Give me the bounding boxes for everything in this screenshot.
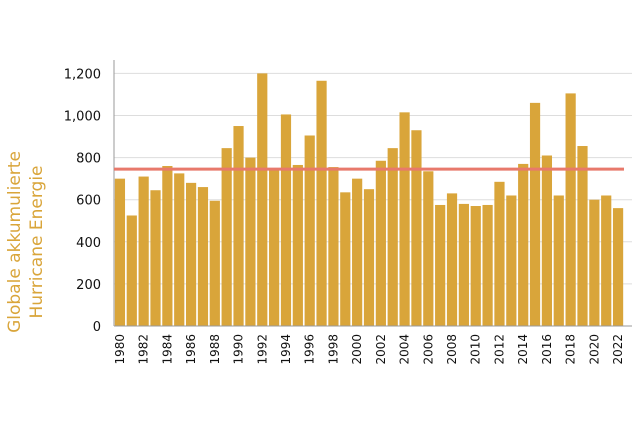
x-tick-label: 2022 bbox=[611, 334, 625, 365]
bar-1986 bbox=[185, 182, 197, 326]
y-tick-label: 1,200 bbox=[64, 67, 101, 82]
y-tick-label: 1,000 bbox=[64, 110, 101, 125]
y-tick-label: 0 bbox=[93, 320, 101, 335]
bar-2019 bbox=[577, 146, 588, 326]
x-tick-label: 2004 bbox=[398, 334, 412, 365]
y-tick-label: 200 bbox=[76, 278, 101, 293]
x-tick-label: 2012 bbox=[492, 334, 506, 365]
bars bbox=[114, 73, 624, 327]
bar-2003 bbox=[387, 148, 398, 326]
bar-2018 bbox=[565, 93, 576, 327]
bar-2013 bbox=[506, 195, 517, 326]
y-tick-labels: 0 200 400 600 800 1,000 1,200 bbox=[64, 67, 101, 335]
bar-2002 bbox=[375, 160, 386, 326]
bar-1990 bbox=[233, 126, 244, 326]
x-tick-label: 2006 bbox=[421, 334, 435, 365]
bar-1988 bbox=[209, 200, 220, 326]
bar-2005 bbox=[411, 130, 422, 326]
bar-2017 bbox=[553, 195, 564, 326]
bar-2010 bbox=[470, 206, 481, 326]
x-tick-label: 2016 bbox=[540, 334, 554, 365]
x-tick-label: 2014 bbox=[516, 334, 530, 365]
bar-1980 bbox=[114, 178, 126, 326]
bar-1984 bbox=[162, 166, 173, 326]
x-tick-label: 1984 bbox=[160, 334, 174, 365]
x-tick-label: 2020 bbox=[587, 334, 601, 365]
bar-1997 bbox=[316, 80, 327, 327]
axes bbox=[113, 60, 632, 327]
bar-2022 bbox=[612, 208, 624, 326]
bar-2001 bbox=[363, 189, 375, 326]
y-axis-title: Globale akkumulierte Hurricane Energie bbox=[5, 151, 47, 333]
y-axis-title-line-2: Hurricane Energie bbox=[27, 166, 47, 319]
bar-1998 bbox=[328, 167, 339, 326]
bar-2007 bbox=[435, 204, 446, 326]
x-tick-label: 1982 bbox=[137, 334, 151, 365]
x-tick-labels: 1980 1982 1984 1986 1988 1990 1992 1994 1996 1998… bbox=[113, 334, 625, 365]
x-tick-label: 1996 bbox=[303, 334, 317, 365]
x-tick-label: 2018 bbox=[564, 334, 578, 365]
x-tick-label: 1994 bbox=[279, 334, 293, 365]
x-tick-label: 2010 bbox=[469, 334, 483, 365]
bar-1987 bbox=[197, 187, 209, 326]
bar-1985 bbox=[174, 173, 185, 326]
x-tick-label: 2000 bbox=[350, 334, 364, 365]
bar-2004 bbox=[399, 112, 410, 326]
bar-2006 bbox=[423, 171, 434, 326]
x-tick-label: 2002 bbox=[374, 334, 388, 365]
bar-2021 bbox=[601, 195, 612, 326]
y-tick-label: 600 bbox=[76, 194, 101, 209]
x-tick-label: 1992 bbox=[255, 334, 269, 365]
y-axis-title-line-1: Globale akkumulierte bbox=[5, 151, 25, 333]
y-tick-label: 400 bbox=[76, 236, 101, 251]
bar-1999 bbox=[340, 192, 351, 326]
bar-1995 bbox=[292, 164, 303, 326]
bar-2008 bbox=[446, 193, 458, 326]
y-tick-label: 800 bbox=[76, 152, 101, 167]
bar-1996 bbox=[304, 135, 315, 326]
bar-2015 bbox=[529, 102, 541, 327]
bar-2000 bbox=[352, 178, 363, 326]
bar-2011 bbox=[482, 204, 493, 326]
bar-1981 bbox=[126, 215, 137, 326]
bar-2014 bbox=[518, 163, 529, 326]
bar-1982 bbox=[138, 176, 149, 326]
bar-1993 bbox=[269, 168, 280, 327]
bar-1989 bbox=[221, 148, 232, 326]
bar-2012 bbox=[494, 181, 505, 326]
bar-2016 bbox=[541, 155, 553, 326]
x-tick-label: 1988 bbox=[208, 334, 222, 365]
bar-1994 bbox=[280, 114, 292, 326]
bar-1991 bbox=[245, 157, 256, 326]
bar-1992 bbox=[257, 73, 268, 327]
x-tick-label: 2008 bbox=[445, 334, 459, 365]
bar-2009 bbox=[458, 203, 469, 326]
x-tick-label: 1990 bbox=[232, 334, 246, 365]
x-tick-label: 1986 bbox=[184, 334, 198, 365]
x-tick-label: 1998 bbox=[326, 334, 340, 365]
x-tick-label: 1980 bbox=[113, 334, 127, 365]
bar-1983 bbox=[150, 190, 161, 326]
bar-2020 bbox=[589, 199, 600, 326]
